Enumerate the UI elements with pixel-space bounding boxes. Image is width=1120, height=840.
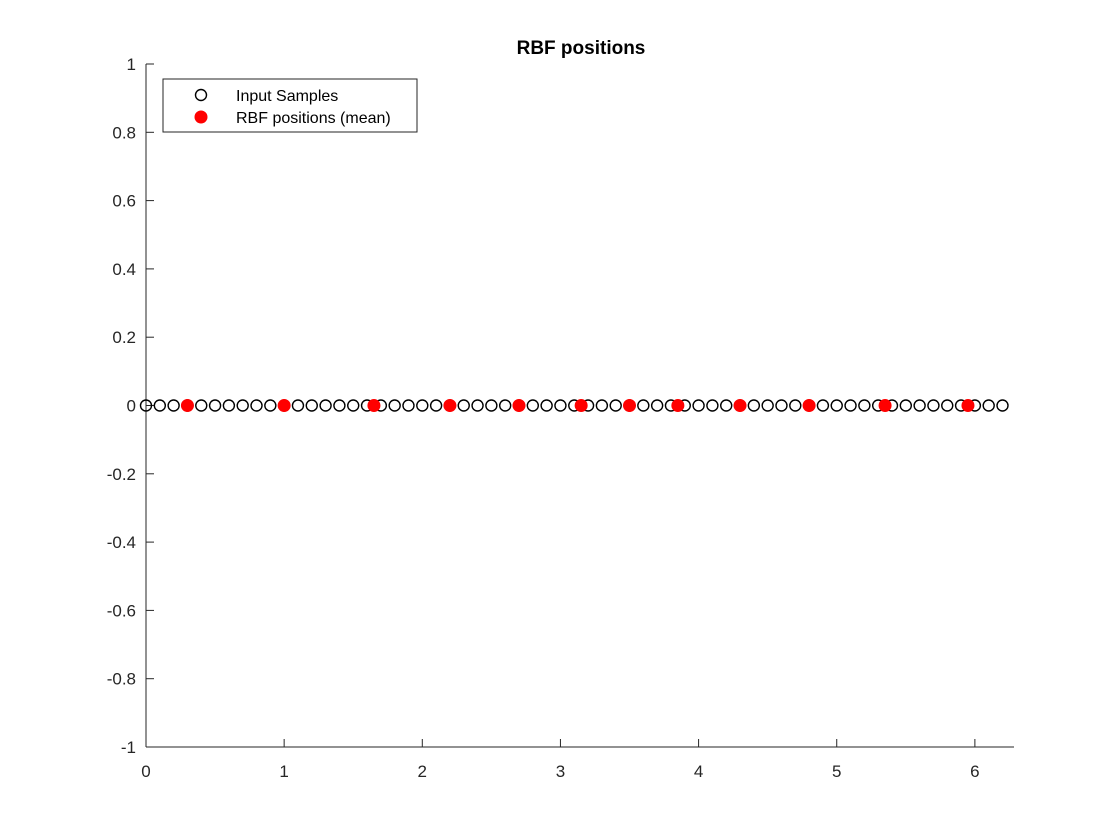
input-sample-point (429, 399, 443, 412)
legend-box (162, 78, 418, 133)
input-sample-point (996, 399, 1009, 412)
input-sample-point (858, 399, 871, 412)
input-sample-point (498, 399, 512, 412)
input-sample-point (609, 399, 622, 412)
input-sample-point (319, 399, 332, 412)
x-tick-label: 4 (694, 762, 703, 781)
y-tick-label: -0.8 (107, 670, 136, 689)
y-tick-label: -0.2 (107, 465, 136, 484)
input-sample-point (540, 399, 553, 412)
input-sample-point (167, 399, 180, 412)
input-sample-point (720, 399, 733, 412)
input-sample-point (139, 399, 153, 412)
input-sample-point (941, 399, 954, 412)
y-tick-label: 0.6 (112, 192, 136, 211)
y-tick-label: 0 (127, 397, 136, 416)
input-sample-point (471, 399, 484, 412)
y-tick-label: 0.4 (112, 260, 136, 279)
input-sample-point (195, 399, 208, 412)
rbf-position-point (623, 399, 637, 412)
input-sample-point (692, 399, 705, 412)
y-tick-label: 0.8 (112, 123, 136, 142)
y-tick-label: 1 (127, 55, 136, 74)
input-sample-point (347, 399, 360, 412)
rbf-position-point (878, 399, 892, 412)
input-sample-point (485, 399, 498, 412)
input-sample-point (416, 399, 429, 412)
x-tick-label: 2 (418, 762, 427, 781)
series-rbf-positions (180, 399, 975, 412)
chart-title: RBF positions (517, 38, 646, 59)
input-sample-point (747, 399, 761, 412)
x-tick-label: 0 (141, 762, 150, 781)
y-tick-label: -0.6 (107, 601, 136, 620)
input-sample-point (830, 399, 843, 412)
x-tick-label: 6 (970, 762, 979, 781)
series-input-samples (139, 399, 1009, 412)
x-axis-ticks: 0 1 2 3 4 5 6 (141, 739, 980, 781)
input-sample-point (844, 399, 857, 412)
rbf-position-point (512, 399, 526, 412)
x-tick-label: 3 (556, 762, 565, 781)
input-sample-point (595, 399, 609, 412)
input-sample-point (761, 399, 774, 412)
rbf-position-point (367, 399, 381, 412)
input-sample-point (333, 399, 346, 412)
input-sample-point (264, 399, 277, 412)
input-sample-point (402, 399, 415, 412)
input-sample-point (554, 399, 567, 412)
y-tick-label: -0.4 (107, 533, 136, 552)
legend: Input Samples RBF positions (mean) (162, 78, 418, 133)
legend-label-input-samples: Input Samples (236, 88, 338, 105)
rbf-position-point (277, 399, 291, 412)
input-sample-point (388, 399, 401, 412)
y-axis-ticks: -1 -0.8 -0.6 -0.4 -0.2 0 0.2 0.4 0.6 0.8 1 (107, 55, 154, 757)
legend-marker-rbf-positions (194, 110, 208, 124)
input-sample-point (913, 399, 926, 412)
input-sample-point (305, 399, 318, 412)
input-sample-point (457, 399, 470, 412)
x-tick-label: 1 (279, 762, 288, 781)
input-sample-point (789, 399, 802, 412)
input-sample-point (982, 399, 995, 412)
input-sample-point (236, 399, 249, 412)
input-sample-point (250, 399, 263, 412)
input-sample-point (899, 399, 913, 412)
rbf-position-point (443, 399, 457, 412)
input-sample-point (927, 399, 940, 412)
y-tick-label: -1 (121, 738, 136, 757)
rbf-position-point (802, 399, 816, 412)
rbf-position-point (574, 399, 588, 412)
input-sample-point (222, 399, 236, 412)
input-sample-point (153, 399, 167, 412)
legend-marker-input-samples (194, 88, 208, 102)
input-sample-point (526, 399, 540, 412)
rbf-position-point (671, 399, 685, 412)
y-tick-label: 0.2 (112, 328, 136, 347)
rbf-position-point (180, 399, 194, 412)
input-sample-point (650, 399, 664, 412)
input-sample-point (706, 399, 719, 412)
rbf-position-point (733, 399, 747, 412)
input-sample-point (637, 399, 650, 412)
x-tick-label: 5 (832, 762, 841, 781)
rbf-position-point (961, 399, 975, 412)
input-sample-point (816, 399, 830, 412)
input-sample-point (291, 399, 305, 412)
legend-label-rbf-positions: RBF positions (mean) (236, 110, 391, 127)
input-sample-point (208, 399, 222, 412)
input-sample-point (775, 399, 788, 412)
